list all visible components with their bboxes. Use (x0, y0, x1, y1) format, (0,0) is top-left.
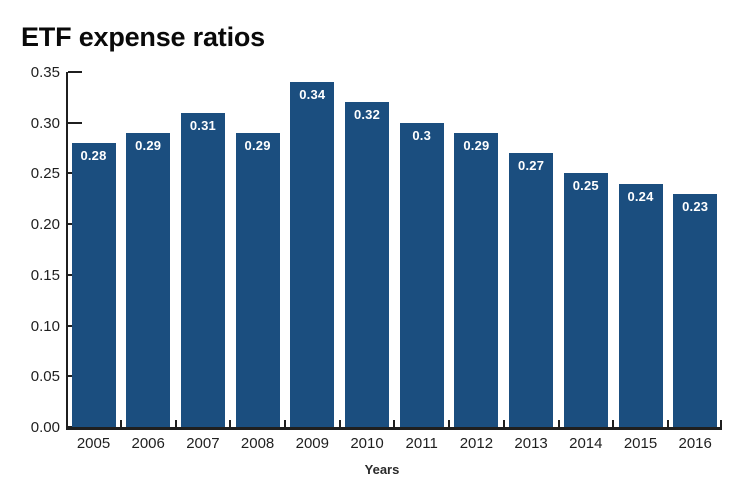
y-tick-label: 0.25 (30, 165, 60, 182)
y-tick (68, 426, 82, 428)
x-tick (174, 420, 177, 427)
x-tick (229, 420, 232, 427)
x-tick-label: 2012 (459, 435, 494, 452)
y-tick-label: 0.00 (30, 419, 60, 436)
chart-title: ETF expense ratios (21, 22, 265, 52)
x-tick-end (720, 420, 722, 427)
bar-2014: 0.25 (563, 173, 608, 427)
y-tick-label: 0.05 (30, 368, 60, 385)
bar-2006: 0.29 (126, 133, 171, 427)
bar-value-label: 0.3 (412, 128, 432, 143)
x-tick (612, 420, 615, 427)
x-tick (119, 420, 122, 427)
bar-2011: 0.3 (399, 123, 444, 427)
y-tick-label: 0.15 (30, 267, 60, 284)
x-tick (666, 420, 669, 427)
bar-value-label: 0.24 (627, 189, 654, 204)
x-tick-label: 2006 (131, 435, 165, 452)
bar-2015: 0.24 (618, 184, 663, 427)
x-tick (393, 420, 396, 427)
bar-value-label: 0.29 (463, 138, 490, 153)
x-tick (338, 420, 341, 427)
x-tick-label: 2005 (76, 435, 111, 452)
bar-value-label: 0.29 (244, 138, 271, 153)
bar-2005: 0.28 (71, 143, 116, 427)
y-tick (68, 122, 82, 124)
x-axis-title: Years (364, 462, 400, 477)
bar-value-label: 0.29 (135, 138, 162, 153)
x-tick-label: 2014 (569, 435, 603, 452)
x-tick (557, 420, 560, 427)
bar-2010: 0.32 (345, 102, 389, 427)
bar-2012: 0.29 (454, 133, 499, 427)
x-tick-label: 2007 (186, 435, 220, 452)
x-tick-label: 2016 (678, 435, 712, 452)
bar-2016: 0.23 (673, 194, 718, 427)
bar-value-label: 0.32 (353, 107, 381, 122)
bar-value-label: 0.27 (518, 158, 545, 173)
x-tick-label: 2015 (623, 435, 658, 452)
x-axis-line (66, 427, 722, 430)
y-tick-label: 0.10 (30, 318, 60, 335)
bar-value-label: 0.31 (189, 118, 216, 133)
x-tick-label: 2009 (295, 435, 329, 452)
y-axis-line (66, 72, 68, 427)
bar-2009: 0.34 (290, 82, 335, 427)
bar-2013: 0.27 (509, 153, 554, 427)
bar-value-label: 0.23 (682, 199, 709, 214)
bar-value-label: 0.25 (572, 178, 599, 193)
x-tick-label: 2013 (514, 435, 548, 452)
x-tick (448, 420, 451, 427)
x-tick (284, 420, 286, 427)
x-tick-label: 2010 (350, 435, 384, 452)
y-tick-label: 0.20 (30, 216, 60, 233)
bar-2008: 0.29 (235, 133, 280, 427)
plot-area: 0.35 0.30 0.25 0.20 0.15 0.10 0.05 0.00 0.28 0.2… (31, 65, 722, 452)
x-tick-label: 2011 (405, 435, 438, 452)
y-tick (68, 71, 82, 73)
bar-value-label: 0.28 (80, 148, 107, 163)
x-tick (502, 420, 505, 427)
bar-value-label: 0.34 (299, 87, 326, 102)
y-tick-label: 0.35 (30, 64, 60, 81)
y-tick-label: 0.30 (30, 115, 60, 132)
x-tick-label: 2008 (240, 435, 275, 452)
bar-2007: 0.31 (180, 113, 225, 427)
